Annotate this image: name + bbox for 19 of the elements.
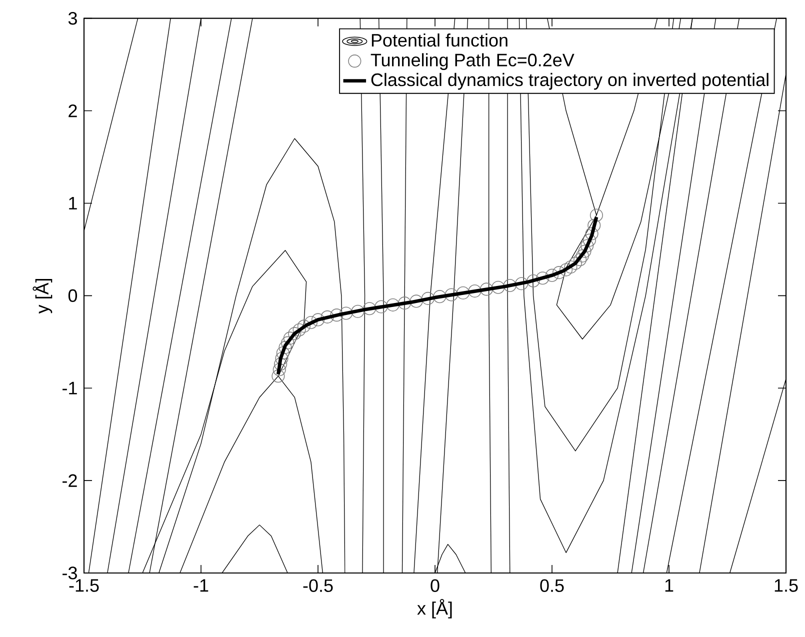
y-tick-label: -1: [62, 382, 77, 394]
y-tick-label: 0: [68, 289, 78, 302]
legend-label: Classical dynamics trajectory on inverted potential: [371, 72, 768, 90]
x-tick-label: 0.5: [540, 579, 564, 592]
x-tick-label: 1: [665, 579, 674, 592]
x-tick-label: -1.5: [69, 579, 99, 592]
x-tick-label: -1: [194, 579, 208, 592]
x-axis-title: x [Å]: [417, 598, 452, 618]
y-tick-label: 3: [68, 12, 77, 25]
x-tick-label: 1.5: [774, 579, 798, 592]
y-tick-label: 2: [68, 104, 77, 118]
y-tick-label: 1: [69, 197, 77, 210]
x-tick-label: -0.5: [303, 579, 333, 592]
x-tick-label: 0: [430, 579, 440, 592]
y-axis-title: y [Å]: [32, 278, 52, 314]
y-tick-label: -2: [62, 474, 77, 487]
legend-label: Tunneling Path Ec=0.2eV: [370, 53, 574, 70]
y-tick-label: -3: [62, 566, 77, 580]
legend-label: Potential function: [372, 33, 508, 47]
